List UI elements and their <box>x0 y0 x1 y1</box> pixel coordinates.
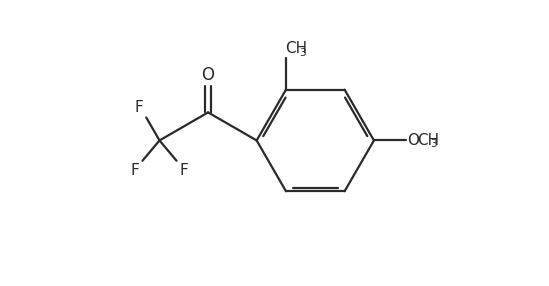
Text: 3: 3 <box>430 138 436 148</box>
Text: F: F <box>131 163 139 178</box>
Text: CH: CH <box>417 133 439 148</box>
Text: O: O <box>201 66 215 84</box>
Text: CH: CH <box>285 41 307 56</box>
Text: F: F <box>180 163 188 178</box>
Text: 3: 3 <box>299 48 305 58</box>
Text: F: F <box>135 100 143 116</box>
Text: O: O <box>407 133 419 148</box>
